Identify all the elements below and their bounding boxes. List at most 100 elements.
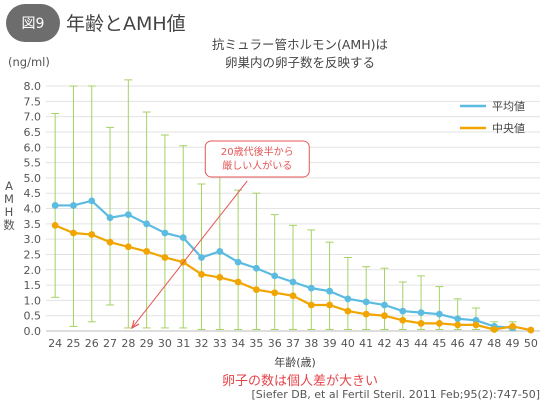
annotation-text: 20歳代後半から (221, 145, 294, 158)
figure-title: 年齢とAMH値 (66, 13, 186, 35)
y-tick-label: 1.5 (24, 279, 42, 292)
y-tick-label: 5.0 (24, 172, 42, 185)
series-1-point (307, 284, 315, 292)
x-tick-label: 42 (377, 337, 391, 350)
series-2-point (198, 270, 205, 278)
y-tick-label: 2.5 (24, 248, 42, 261)
y-tick-label: 6.5 (24, 126, 42, 139)
series-1-point (161, 229, 169, 237)
series-1-point (179, 234, 187, 241)
annotation-text: 厳しい人がいる (222, 159, 292, 172)
y-axis-unit: (ng/ml) (8, 55, 50, 69)
series-2-point (51, 221, 59, 229)
series-2-point (253, 286, 260, 294)
individual-difference-note: 卵子の数は個人差が大きい (221, 374, 378, 389)
series-2-point (527, 326, 535, 334)
x-tick-label: 38 (304, 337, 318, 350)
annotation-box (204, 140, 310, 178)
series-2-point (417, 319, 425, 327)
series-2-point (106, 238, 114, 246)
chart-title-line-2: 卵巣内の卵子数を反映する (224, 55, 375, 70)
y-tick-label: 6.0 (24, 141, 42, 154)
series-1-point (70, 202, 77, 209)
annotation-arrow (131, 180, 248, 329)
figure-number-badge: 図9 (6, 4, 60, 42)
x-tick-label: 40 (341, 337, 355, 350)
series-2-point (234, 278, 242, 286)
series-1-point (362, 298, 370, 306)
series-2-point (435, 319, 443, 327)
x-tick-label: 35 (249, 337, 263, 350)
x-tick-label: 44 (414, 337, 428, 350)
legend-label-1: 平均値 (492, 100, 525, 113)
x-tick-label: 50 (524, 337, 538, 350)
y-tick-label: 1.0 (24, 294, 42, 307)
series-2-point (216, 274, 224, 281)
series-2-point (271, 289, 279, 297)
series-1-point (234, 258, 242, 266)
series-1-point (344, 295, 352, 303)
x-tick-label: 49 (506, 337, 520, 350)
series-1-point (51, 202, 59, 209)
series-1-point (435, 310, 443, 318)
y-tick-label: 7.5 (24, 95, 42, 108)
series-2-point (344, 307, 352, 315)
x-tick-label: 33 (213, 337, 227, 350)
x-tick-label: 32 (195, 337, 209, 350)
series-2-point (362, 310, 370, 318)
series-1-point (399, 307, 407, 315)
x-tick-label: 47 (469, 337, 483, 350)
series-2-point (88, 231, 96, 238)
x-tick-label: 48 (487, 337, 501, 350)
x-tick-label: 31 (176, 337, 190, 350)
y-tick-label: 3.0 (24, 233, 42, 246)
series-1-point (253, 264, 260, 272)
series-1-point (124, 211, 132, 219)
chart-title-line-1: 抗ミュラー管ホルモン(AMH)は (212, 37, 388, 52)
series-1-point (381, 301, 388, 309)
x-tick-label: 41 (359, 337, 373, 350)
x-tick-label: 43 (396, 337, 410, 350)
legend-label-2: 中央値 (492, 122, 525, 135)
x-tick-label: 28 (121, 337, 135, 350)
x-tick-label: 25 (66, 337, 80, 350)
citation: [Siefer DB, et al Fertil Steril. 2011 Fe… (251, 388, 540, 401)
x-tick-label: 29 (140, 337, 154, 350)
series-2-point (70, 229, 77, 237)
series-1-point (271, 272, 279, 280)
chart-title: 抗ミュラー管ホルモン(AMH)は 卵巣内の卵子数を反映する (170, 36, 430, 72)
series-2-point (289, 292, 297, 300)
series-1-point (216, 247, 224, 255)
series-2-point (326, 301, 333, 309)
x-tick-label: 46 (451, 337, 465, 350)
x-tick-label: 30 (158, 337, 172, 350)
series-1-point (417, 309, 425, 317)
series-1-point (88, 197, 96, 205)
series-2-point (381, 312, 388, 320)
y-tick-label: 3.5 (24, 218, 42, 231)
x-tick-label: 34 (231, 337, 245, 350)
x-tick-label: 37 (286, 337, 300, 350)
x-tick-label: 45 (432, 337, 446, 350)
y-tick-label: 7.0 (24, 111, 42, 124)
series-2-point (307, 301, 315, 309)
series-2-point (161, 254, 169, 261)
x-axis-label: 年齢(歳) (274, 356, 316, 369)
series-2-point (124, 243, 132, 251)
y-tick-label: 5.5 (24, 157, 42, 170)
y-tick-label: 0.5 (24, 310, 42, 323)
y-tick-label: 8.0 (24, 80, 42, 93)
x-tick-label: 39 (323, 337, 337, 350)
series-2-point (143, 247, 151, 255)
series-2-point (472, 321, 480, 329)
y-tick-label: 0.0 (24, 325, 42, 338)
series-1-point (106, 214, 114, 222)
y-axis-label: AMH数 (3, 179, 15, 232)
x-tick-label: 26 (85, 337, 99, 350)
x-tick-label: 36 (268, 337, 282, 350)
series-1-point (198, 254, 205, 261)
x-tick-label: 27 (103, 337, 117, 350)
y-tick-label: 2.0 (24, 264, 42, 277)
annotation-arrowhead (131, 320, 140, 330)
series-2-point (454, 321, 462, 329)
